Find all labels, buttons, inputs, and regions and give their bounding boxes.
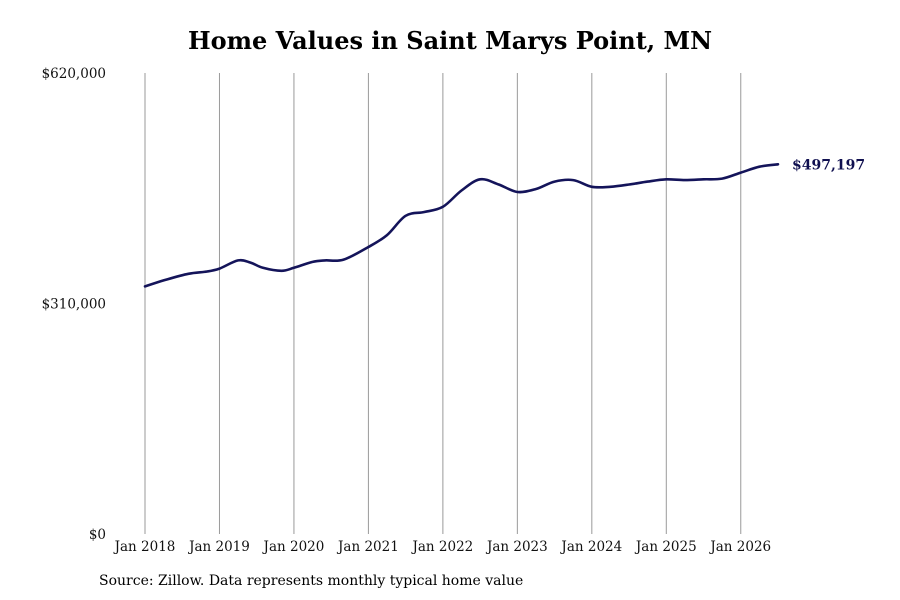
x-axis-labels: Jan 2018 Jan 2019 Jan 2020 Jan 2021 Jan 2022…	[113, 539, 772, 555]
x-tick-label: Jan 2019	[187, 539, 250, 555]
chart-title: Home Values in Saint Marys Point, MN	[187, 26, 713, 55]
x-tick-label: Jan 2025	[634, 539, 697, 555]
last-value-label: $497,197	[792, 157, 865, 173]
x-tick-label: Jan 2023	[485, 539, 548, 555]
x-tick-label: Jan 2021	[336, 539, 399, 555]
x-tick-label: Jan 2020	[262, 539, 325, 555]
x-tick-label: Jan 2022	[410, 539, 473, 555]
y-axis-labels: $0 $310,000 $620,000	[42, 66, 106, 543]
x-tick-label: Jan 2026	[708, 539, 771, 555]
grid-lines	[144, 73, 742, 534]
y-tick-label: $310,000	[42, 297, 106, 313]
y-tick-label: $0	[89, 527, 106, 543]
x-tick-label: Jan 2024	[559, 539, 622, 555]
home-value-line	[143, 163, 780, 288]
y-tick-label: $620,000	[42, 66, 106, 82]
x-tick-label: Jan 2018	[113, 539, 176, 555]
source-note: Source: Zillow. Data represents monthly …	[99, 573, 524, 589]
